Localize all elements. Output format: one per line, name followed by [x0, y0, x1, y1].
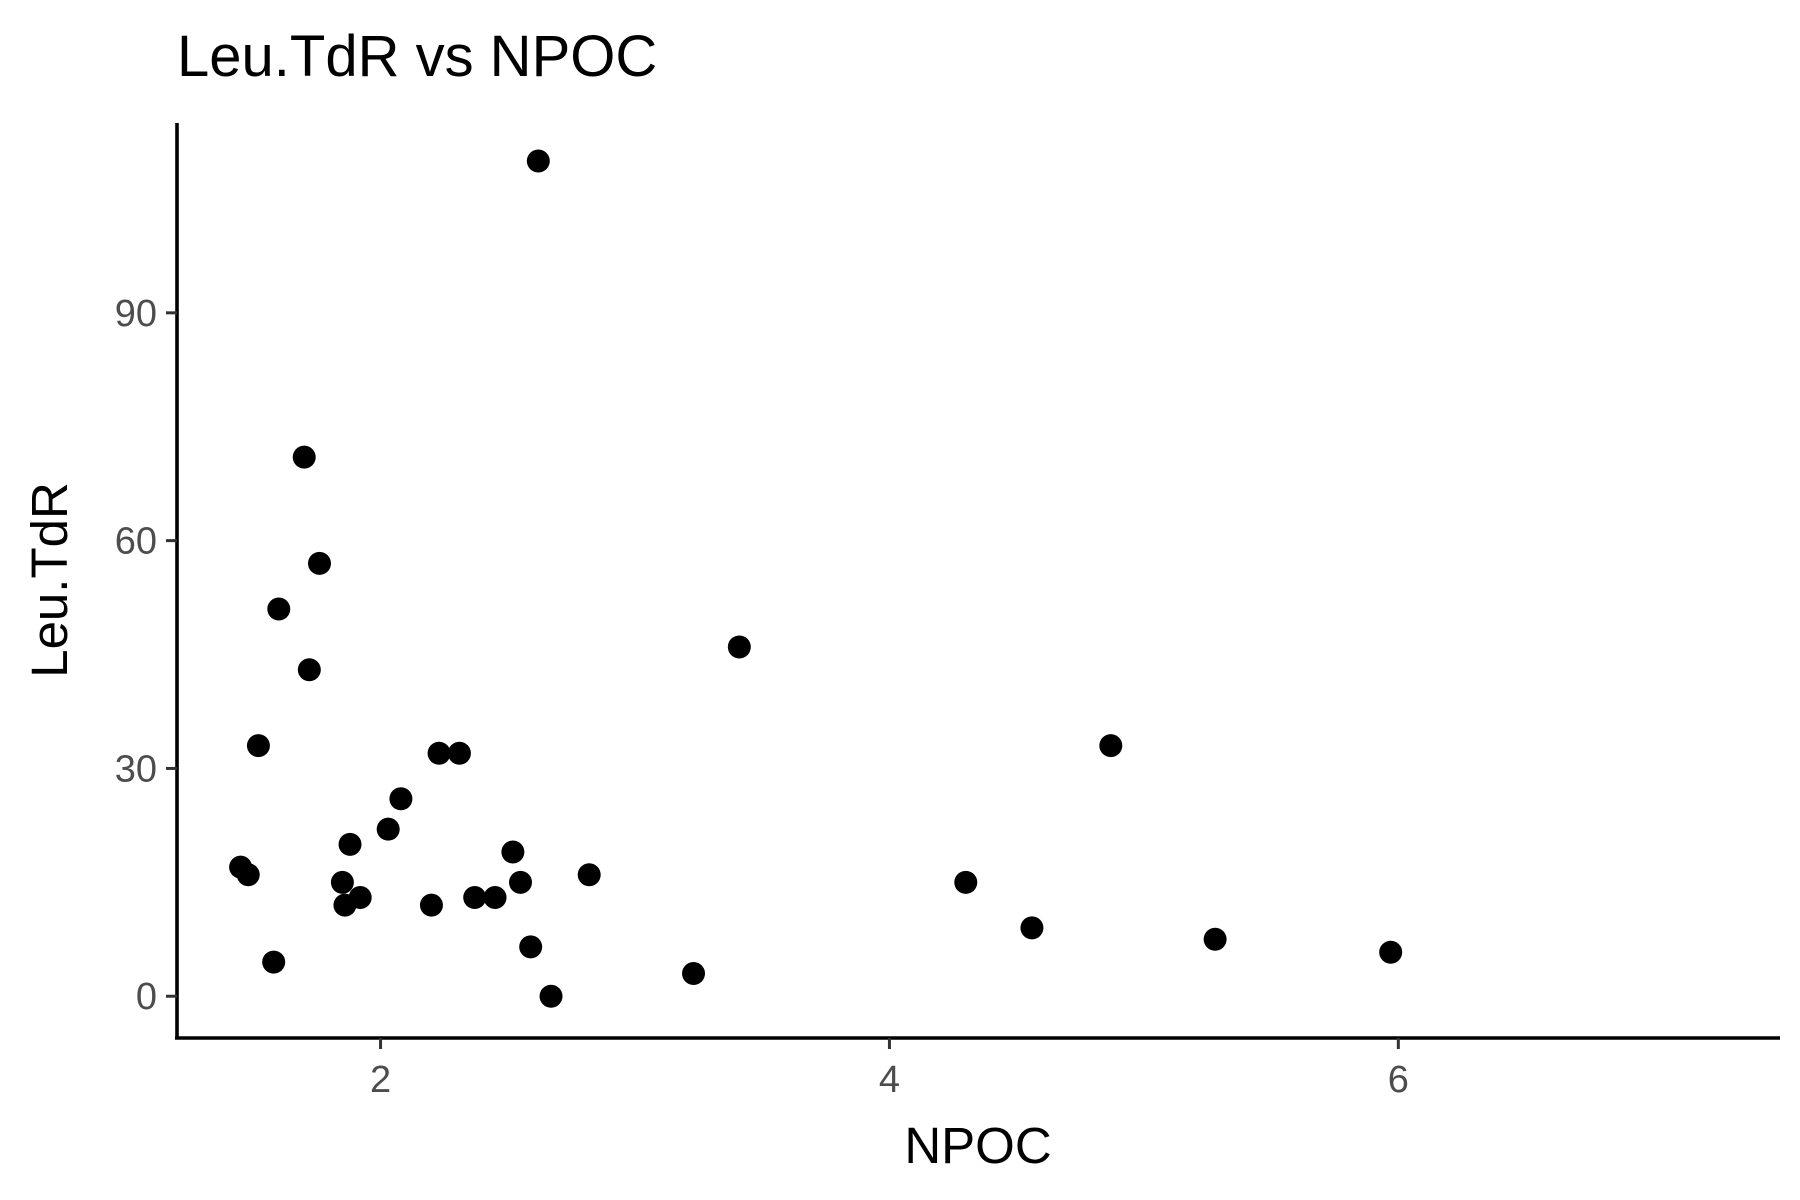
data-point	[389, 787, 413, 811]
data-point	[483, 886, 507, 910]
x-tick-label: 2	[370, 1059, 391, 1101]
data-point	[727, 635, 751, 659]
data-point	[376, 817, 400, 841]
chart-title: Leu.TdR vs NPOC	[177, 24, 657, 89]
data-point	[539, 984, 563, 1008]
data-point	[267, 597, 291, 621]
x-axis-ticks: 2 4 6	[370, 1038, 1409, 1101]
data-point	[338, 832, 362, 856]
y-tick-label: 0	[136, 976, 157, 1018]
data-point	[463, 886, 487, 910]
y-axis-title: Leu.TdR	[21, 482, 78, 678]
data-point	[348, 886, 372, 910]
data-point	[954, 870, 978, 894]
data-point	[262, 950, 286, 974]
data-point	[1203, 927, 1227, 951]
x-tick-label: 4	[879, 1059, 900, 1101]
data-point	[682, 961, 706, 985]
data-point	[526, 149, 550, 173]
data-point	[509, 870, 532, 894]
x-axis-title: NPOC	[904, 1117, 1051, 1174]
data-point	[292, 445, 316, 469]
data-point	[246, 734, 270, 758]
y-axis-ticks: 0 30 60 90	[115, 293, 177, 1018]
y-tick-label: 60	[115, 521, 157, 563]
y-tick-label: 90	[115, 293, 157, 335]
data-point	[307, 551, 331, 575]
data-point	[1099, 734, 1123, 758]
data-point	[1020, 916, 1044, 940]
data-point	[1379, 940, 1403, 964]
x-tick-label: 6	[1388, 1059, 1409, 1101]
data-point	[447, 741, 471, 765]
data-point	[501, 840, 525, 864]
data-point	[236, 863, 260, 887]
data-point	[427, 741, 451, 765]
data-point	[419, 893, 443, 917]
y-tick-label: 30	[115, 748, 157, 790]
data-point	[519, 935, 543, 959]
data-points	[229, 149, 1403, 1008]
data-point	[577, 863, 601, 887]
data-point	[330, 870, 354, 894]
data-point	[297, 658, 321, 682]
